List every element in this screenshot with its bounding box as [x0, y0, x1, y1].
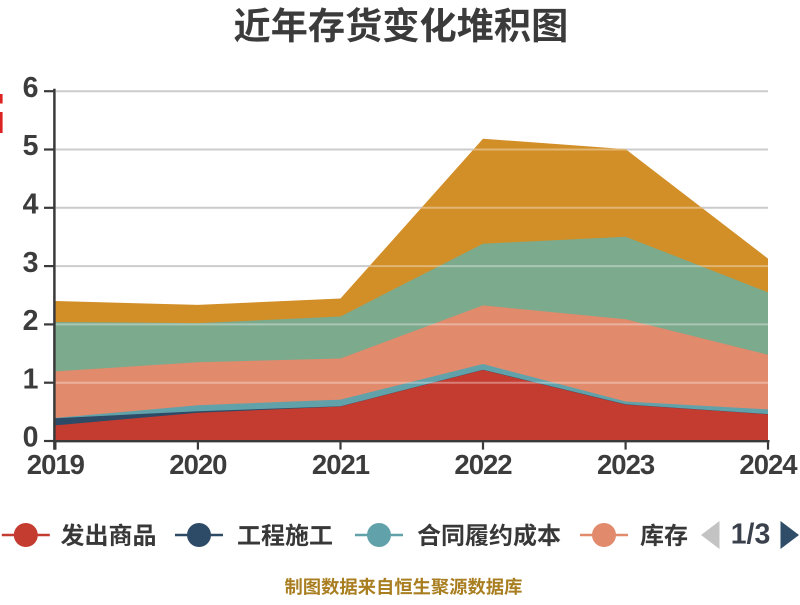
svg-text:3: 3 — [23, 247, 39, 279]
svg-text:5: 5 — [23, 130, 39, 162]
svg-text:2021: 2021 — [312, 449, 370, 480]
svg-text:0: 0 — [23, 422, 39, 454]
svg-text:2023: 2023 — [597, 449, 655, 480]
svg-text:2: 2 — [23, 305, 39, 337]
svg-text:2022: 2022 — [454, 449, 512, 480]
svg-text:4: 4 — [23, 189, 39, 221]
svg-text:1/3: 1/3 — [731, 519, 771, 551]
svg-text:2019: 2019 — [27, 449, 85, 480]
svg-text:6: 6 — [23, 72, 39, 104]
svg-text:1: 1 — [23, 363, 39, 395]
svg-text:2024: 2024 — [739, 449, 798, 480]
svg-text:2020: 2020 — [169, 449, 227, 480]
